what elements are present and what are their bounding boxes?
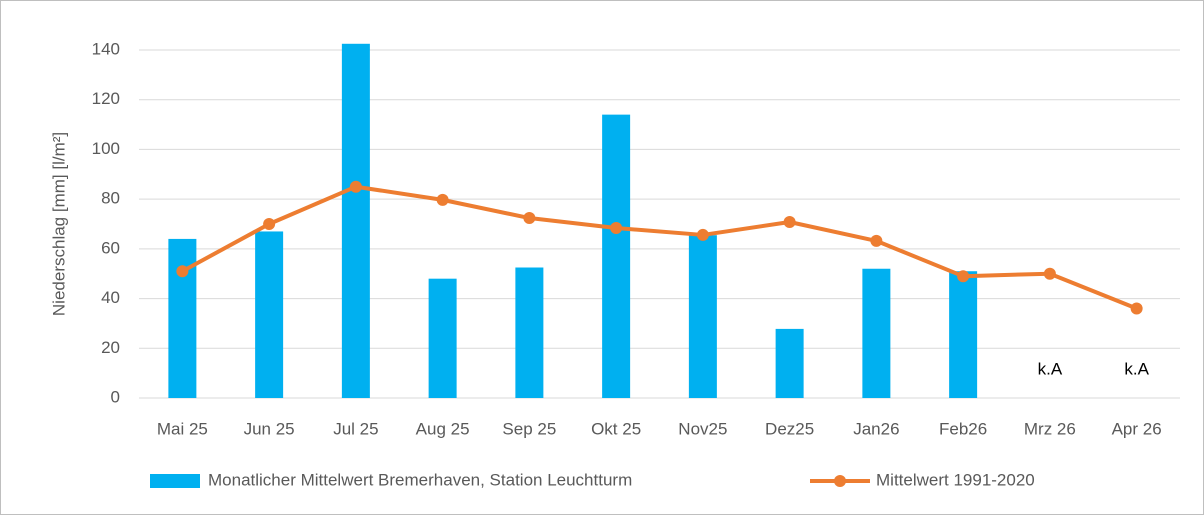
line-marker bbox=[783, 216, 796, 229]
y-tick-label: 0 bbox=[111, 387, 120, 406]
y-tick-label: 100 bbox=[92, 139, 120, 158]
y-tick-label: 20 bbox=[101, 338, 120, 357]
line-marker bbox=[436, 193, 449, 206]
x-tick-label: Aug 25 bbox=[416, 419, 470, 438]
x-tick-label: Jul 25 bbox=[333, 419, 378, 438]
bar bbox=[949, 271, 978, 398]
y-tick-label: 80 bbox=[101, 189, 120, 208]
x-tick-label: Jan26 bbox=[853, 419, 899, 438]
x-tick-label: Nov25 bbox=[678, 419, 727, 438]
bar bbox=[341, 43, 370, 399]
x-tick-label: Okt 25 bbox=[591, 419, 641, 438]
line-marker bbox=[1043, 267, 1056, 280]
bar bbox=[515, 267, 544, 398]
y-tick-label: 140 bbox=[92, 39, 120, 58]
bar bbox=[602, 114, 631, 398]
y-tick-label: 120 bbox=[92, 89, 120, 108]
x-tick-label: Feb26 bbox=[939, 419, 987, 438]
x-tick-label: Dez25 bbox=[765, 419, 814, 438]
legend-label: Monatlicher Mittelwert Bremerhaven, Stat… bbox=[208, 470, 632, 489]
bar bbox=[168, 238, 197, 398]
bar bbox=[255, 231, 284, 398]
line-marker bbox=[1130, 302, 1143, 315]
line-marker bbox=[696, 228, 709, 241]
line-marker bbox=[870, 234, 883, 247]
x-tick-label: Mrz 26 bbox=[1024, 419, 1076, 438]
line-marker bbox=[263, 218, 276, 230]
x-tick-label: Jun 25 bbox=[244, 419, 295, 438]
bar bbox=[862, 268, 891, 398]
legend-marker bbox=[834, 475, 846, 487]
bar bbox=[428, 278, 457, 398]
legend-swatch bbox=[150, 474, 200, 488]
x-tick-label: Mai 25 bbox=[157, 419, 208, 438]
bar bbox=[688, 235, 717, 398]
bar bbox=[775, 328, 804, 398]
value-label: k.A bbox=[1124, 359, 1149, 378]
value-label: k.A bbox=[1038, 359, 1063, 378]
line-marker bbox=[957, 270, 970, 283]
line-marker bbox=[349, 180, 362, 193]
legend-label: Mittelwert 1991-2020 bbox=[876, 470, 1035, 489]
y-tick-label: 60 bbox=[101, 238, 120, 257]
y-axis-label: Niederschlag [mm] [l/m²] bbox=[49, 132, 68, 316]
line-marker bbox=[176, 265, 189, 278]
x-tick-label: Apr 26 bbox=[1112, 419, 1162, 438]
line-marker bbox=[610, 221, 623, 234]
line-marker bbox=[523, 212, 536, 225]
y-tick-label: 40 bbox=[101, 288, 120, 307]
line bbox=[181, 184, 1138, 311]
x-tick-label: Sep 25 bbox=[502, 419, 556, 438]
